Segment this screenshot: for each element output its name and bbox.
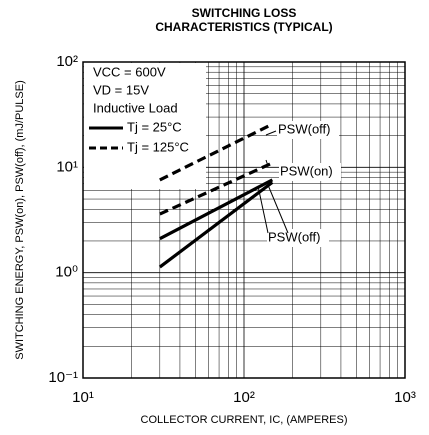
legend-note: Inductive Load (93, 100, 178, 115)
annotation-leader (267, 184, 289, 234)
annotation: PSW(off) (268, 229, 321, 244)
y-axis-label: SWITCHING ENERGY, PSW(on), PSW(off), (mJ… (14, 80, 26, 360)
legend-note: VD = 15V (93, 82, 149, 97)
plot-frame (82, 61, 406, 379)
y-tick-label: 10¹ (56, 158, 78, 175)
annotation: PSW(off) (278, 121, 331, 136)
annotation-leader (257, 185, 269, 234)
x-tick-label: 10¹ (72, 389, 94, 406)
annotation: PSW(on) (280, 163, 333, 178)
chart-title: CHARACTERISTICS (TYPICAL) (155, 20, 332, 34)
legend-note: VCC = 600V (93, 64, 166, 79)
annotation-bg (267, 229, 329, 247)
y-tick-label: 10⁰ (55, 264, 78, 281)
series-line (159, 178, 274, 241)
annotation-leader (265, 130, 277, 136)
annotation-bg (279, 163, 341, 181)
x-tick-label: 10² (233, 389, 255, 406)
x-tick-label: 10³ (394, 389, 416, 406)
series-line (159, 122, 274, 182)
annotation-leader (265, 159, 269, 167)
y-tick-label: 10² (56, 53, 78, 70)
series-line (159, 161, 274, 216)
y-tick-label: 10⁻¹ (48, 369, 78, 386)
chart-title: SWITCHING LOSS (192, 6, 297, 20)
legend-label: Tj = 125°C (127, 139, 189, 154)
legend-label: Tj = 25°C (127, 119, 182, 134)
x-axis-label: COLLECTOR CURRENT, IC, (AMPERES) (141, 414, 348, 426)
annotation-bg (277, 121, 339, 139)
series-line (158, 181, 274, 269)
